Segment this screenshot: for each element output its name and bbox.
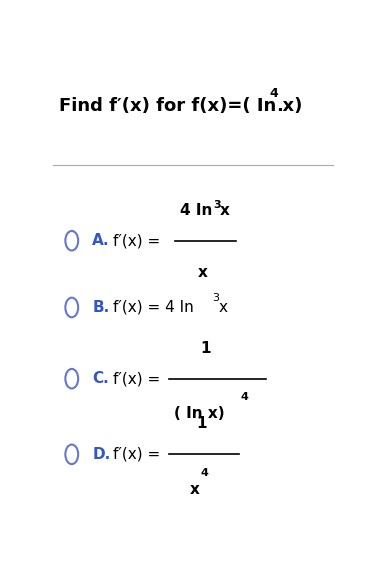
Text: 4 In: 4 In [180, 202, 212, 217]
Text: f′(x) = 4 In: f′(x) = 4 In [112, 300, 193, 315]
Text: D.: D. [92, 447, 111, 462]
Text: x: x [198, 265, 208, 280]
Text: Find f′(x) for f(x)=( In x): Find f′(x) for f(x)=( In x) [59, 97, 302, 115]
Text: 4: 4 [241, 392, 249, 402]
Text: A.: A. [92, 233, 110, 248]
Text: x: x [190, 482, 200, 497]
Text: 1: 1 [200, 340, 211, 355]
Text: 3: 3 [212, 292, 219, 303]
Text: x: x [219, 300, 228, 315]
Text: f′(x) =: f′(x) = [112, 371, 160, 386]
Text: x: x [220, 202, 229, 217]
Text: 3: 3 [214, 201, 221, 210]
Text: f′(x) =: f′(x) = [112, 233, 160, 248]
Text: 1: 1 [196, 416, 207, 431]
Text: .: . [276, 97, 283, 115]
Text: 4: 4 [269, 87, 278, 101]
Text: ( In x): ( In x) [174, 406, 224, 421]
Text: 4: 4 [201, 468, 209, 477]
Text: C.: C. [92, 371, 109, 386]
Text: B.: B. [92, 300, 109, 315]
Text: f′(x) =: f′(x) = [112, 447, 160, 462]
